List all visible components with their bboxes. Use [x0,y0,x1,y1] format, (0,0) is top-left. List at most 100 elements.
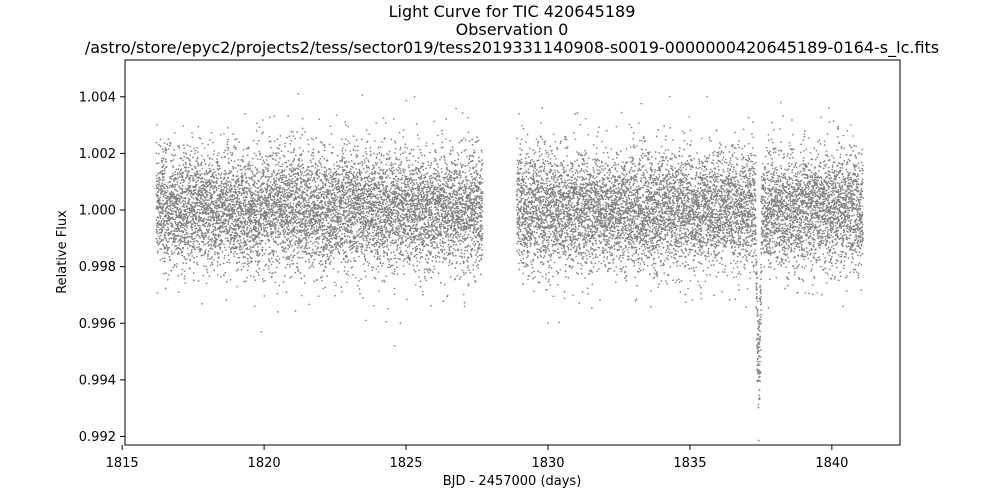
data-point [300,174,303,176]
data-point [345,239,348,241]
data-point [165,239,168,242]
data-point [330,168,332,171]
data-point [282,231,285,233]
data-point [195,183,198,186]
data-point [179,207,181,210]
data-point [242,217,245,220]
data-point [158,183,161,185]
data-point [336,248,339,250]
data-point [348,142,351,145]
data-point [162,209,165,212]
data-point [337,182,340,185]
data-point [224,149,227,152]
data-point [211,238,213,241]
data-point [204,178,206,181]
data-point [199,205,202,208]
data-point [241,221,244,223]
data-point [171,230,173,232]
data-point [345,281,348,284]
data-point [325,196,328,199]
data-point [324,166,327,169]
data-point [183,277,186,280]
data-point [320,224,323,227]
data-point [173,233,175,236]
data-point [292,217,295,219]
data-point [329,234,332,237]
data-point [198,176,201,179]
data-point [323,197,326,200]
data-point [241,168,243,171]
data-point [212,172,215,175]
data-point [225,179,228,182]
data-point [171,226,174,228]
data-point [222,195,225,198]
data-point [233,166,235,169]
data-point [227,149,229,151]
data-point [225,182,228,185]
data-point [304,260,307,263]
data-point [158,211,160,213]
data-point [212,153,215,156]
data-point [327,193,330,196]
data-point [241,226,244,229]
data-point [194,149,197,152]
data-point [170,210,173,213]
data-point [253,152,256,155]
data-point [196,222,199,225]
data-point [306,185,309,188]
data-point [207,209,210,211]
data-point [177,275,180,277]
data-point [336,208,338,211]
data-point [207,216,210,218]
data-point [301,226,304,228]
data-point [296,266,299,269]
data-point [316,174,319,176]
data-point [166,212,169,215]
data-point [299,271,302,274]
data-point [207,253,209,256]
data-point [336,192,339,194]
data-point [202,218,205,221]
data-point [270,191,273,193]
data-point [263,199,266,202]
data-point [291,193,294,195]
data-point [304,212,307,215]
data-point [189,252,192,255]
data-point [330,229,333,232]
data-point [290,208,293,211]
data-point [305,201,308,204]
data-point [339,166,341,168]
data-point [210,231,213,234]
data-point [271,184,274,186]
data-point [322,186,325,189]
data-point [253,184,255,187]
data-point [269,181,272,183]
data-point [187,215,189,218]
data-point [303,205,306,208]
data-point [290,151,293,154]
data-point [264,279,266,282]
data-point [164,247,167,250]
data-point [297,256,300,259]
data-point [309,169,312,172]
data-point [298,236,300,239]
data-point [247,260,249,262]
data-point [212,230,214,233]
data-point [163,193,166,195]
data-point [295,219,298,221]
data-point [215,186,218,189]
data-point [187,175,189,177]
data-point [267,206,270,208]
data-point [341,244,344,247]
data-point [158,152,160,155]
data-point [171,224,174,227]
data-point [169,181,172,183]
data-point [287,223,290,226]
data-point [248,184,251,187]
data-point [280,194,283,197]
data-point [289,243,292,246]
data-point [318,262,321,265]
data-point [211,263,214,266]
data-point [205,171,208,173]
data-point [206,225,209,228]
